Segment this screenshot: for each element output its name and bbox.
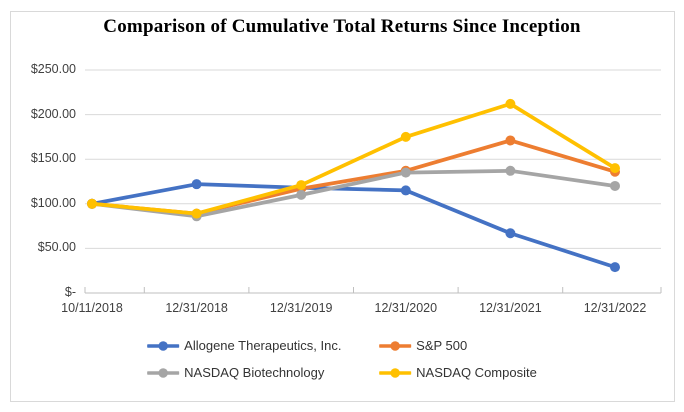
data-point-marker-s-p-500: [505, 135, 516, 146]
x-axis-tick-label: 12/31/2021: [479, 301, 542, 315]
x-axis-tick-label: 12/31/2018: [165, 301, 228, 315]
legend-item-nasdaq-composite: NASDAQ Composite: [379, 365, 537, 380]
y-axis-tick-label: $50.00: [37, 240, 76, 255]
legend-item-s-p-500: S&P 500: [379, 338, 537, 353]
legend-label: NASDAQ Biotechnology: [184, 365, 325, 380]
legend-item-nasdaq-biotechnology: NASDAQ Biotechnology: [147, 365, 369, 380]
y-axis-tick-label: $250.00: [30, 62, 76, 76]
data-point-marker-nasdaq-biotechnology: [610, 180, 620, 191]
y-axis-tick-label: $-: [64, 285, 76, 299]
x-axis-tick-label: 12/31/2022: [583, 301, 647, 315]
data-point-marker-allogene-therapeutics-inc: [400, 185, 411, 196]
data-point-marker-nasdaq-biotechnology: [505, 165, 516, 176]
y-axis-tick-label: $150.00: [30, 151, 76, 166]
data-point-marker-nasdaq-biotechnology: [400, 167, 411, 178]
x-axis-tick-label: 10/11/2018: [61, 301, 123, 315]
x-axis-tick-label: 12/31/2020: [374, 301, 438, 315]
data-point-marker-nasdaq-biotechnology: [296, 189, 307, 200]
legend-line-marker-icon: [379, 340, 412, 351]
x-axis-tick-label: 12/31/2019: [269, 301, 333, 315]
data-point-marker-allogene-therapeutics-inc: [610, 262, 620, 273]
chart-title: Comparison of Cumulative Total Returns S…: [103, 16, 581, 37]
data-point-marker-nasdaq-composite: [610, 163, 620, 174]
legend-label: NASDAQ Composite: [416, 365, 537, 380]
series-line-nasdaq-biotechnology: [90, 168, 617, 219]
legend-line-marker-icon: [147, 367, 180, 378]
chart-legend: Allogene Therapeutics, Inc. S&P 500 NASDAQ…: [147, 338, 537, 380]
legend-item-allogene-therapeutics-inc: Allogene Therapeutics, Inc.: [147, 338, 369, 353]
legend-label: S&P 500: [416, 338, 468, 353]
data-point-marker-allogene-therapeutics-inc: [191, 179, 202, 190]
legend-line-marker-icon: [379, 367, 412, 378]
y-axis-tick-label: $100.00: [30, 195, 76, 210]
legend-line-marker-icon: [147, 340, 180, 351]
data-point-marker-nasdaq-composite: [296, 180, 307, 191]
series-line-s-p-500: [90, 138, 617, 216]
y-axis-tick-label: $200.00: [30, 106, 76, 121]
data-point-marker-nasdaq-composite: [87, 198, 97, 209]
data-point-marker-nasdaq-composite: [191, 208, 202, 219]
series-line-nasdaq-composite: [90, 102, 617, 216]
series-line-allogene-therapeutics-inc: [90, 182, 617, 270]
data-point-marker-nasdaq-composite: [400, 131, 411, 142]
data-point-marker-nasdaq-composite: [505, 98, 516, 109]
data-point-marker-allogene-therapeutics-inc: [505, 228, 516, 239]
legend-label: Allogene Therapeutics, Inc.: [184, 338, 342, 353]
